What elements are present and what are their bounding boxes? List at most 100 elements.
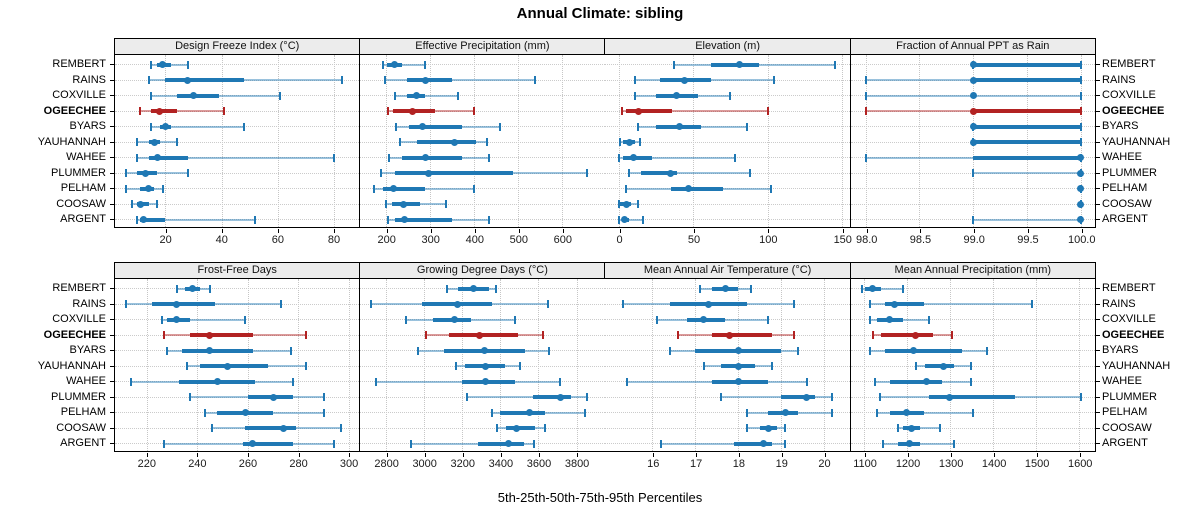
gridline <box>695 278 697 451</box>
median-dot <box>969 107 977 115</box>
whisker-cap-low <box>621 300 624 309</box>
site-label-left-argent: ARGENT <box>60 213 106 225</box>
whisker-cap-low <box>125 300 128 309</box>
median-dot <box>206 347 214 355</box>
gridline <box>841 54 843 227</box>
gridline <box>298 278 300 451</box>
whisker-cap-high <box>784 424 787 433</box>
x-tick-label: 3200 <box>450 458 476 470</box>
whisker-cap-high <box>584 408 587 417</box>
whisker-cap-low <box>634 91 637 100</box>
whisker-cap-high <box>1080 393 1083 402</box>
row-tick-right <box>1096 412 1100 413</box>
row-tick-left <box>110 141 114 143</box>
row-tick-right <box>1096 365 1100 367</box>
site-label-right-wahee: WAHEE <box>1102 375 1142 387</box>
whisker-cap-low <box>385 200 388 209</box>
whisker-cap-low <box>972 215 975 224</box>
iqr-bar <box>148 155 188 160</box>
median-dot <box>886 316 894 324</box>
x-tick <box>462 453 464 457</box>
x-tick <box>500 453 502 457</box>
median-dot <box>249 440 257 448</box>
row-guide <box>115 288 360 290</box>
whisker-cap-high <box>637 200 640 209</box>
iqr-bar <box>151 109 177 114</box>
median-dot <box>907 424 915 432</box>
whisker-cap-low <box>139 107 142 116</box>
gridline <box>693 54 695 227</box>
row-guide <box>115 172 360 174</box>
median-dot <box>912 331 920 339</box>
whisker-cap-high <box>519 362 522 371</box>
x-tick-label: 100.0 <box>1067 234 1096 246</box>
iqr-bar <box>623 155 652 160</box>
x-tick-label: 50 <box>687 234 701 246</box>
site-label-left-wahee: WAHEE <box>66 151 106 163</box>
median-dot <box>760 440 768 448</box>
row-tick-left <box>110 319 114 320</box>
row-tick-right <box>1096 95 1100 96</box>
whisker-cap-high <box>833 60 836 69</box>
whisker-cap-low <box>130 200 133 209</box>
whisker-cap-low <box>882 439 885 448</box>
site-label-left-coosaw: COOSAW <box>56 197 106 210</box>
x-tick-label: 1400 <box>981 458 1007 470</box>
median-dot <box>902 409 910 417</box>
x-tick-label: 99.5 <box>1017 234 1039 246</box>
row-tick-left <box>110 172 114 174</box>
median-dot <box>475 331 483 339</box>
whisker-cap-high <box>792 300 795 309</box>
whisker-cap-low <box>384 76 387 85</box>
iqr-bar <box>417 140 477 145</box>
gridline <box>1079 278 1081 451</box>
strip-label: Frost-Free Days <box>197 264 277 277</box>
whisker-cap-low <box>677 331 680 340</box>
x-tick-label: 1100 <box>853 458 877 470</box>
site-label-right-coxville: COXVILLE <box>1102 89 1156 101</box>
whisker-cap-high <box>951 331 954 340</box>
whisker-cap-high <box>424 60 427 69</box>
whisker-cap-high <box>969 377 972 386</box>
iqr-bar <box>406 78 453 83</box>
site-label-right-plummer: PLUMMER <box>1102 390 1158 403</box>
median-dot <box>450 138 458 146</box>
row-tick-right <box>1096 350 1100 351</box>
whisker-line <box>618 156 735 159</box>
x-tick <box>824 453 826 457</box>
median-dot <box>969 123 977 131</box>
iqr-bar <box>973 78 1081 83</box>
gridline <box>576 278 578 451</box>
median-dot <box>1077 216 1085 224</box>
x-tick-label: 20 <box>159 234 172 246</box>
median-dot <box>969 61 977 69</box>
x-tick <box>738 453 740 457</box>
site-label-right-pelham: PELHAM <box>1102 406 1148 418</box>
x-tick <box>974 229 976 233</box>
x-tick <box>920 229 922 233</box>
whisker-cap-high <box>1079 91 1082 100</box>
whisker-cap-low <box>702 362 705 371</box>
x-tick <box>1037 453 1039 457</box>
median-dot <box>454 300 462 308</box>
row-guide <box>360 110 605 112</box>
iqr-bar <box>199 364 268 369</box>
whisker-cap-high <box>544 424 547 433</box>
panel-mean-annual-air-temperature-c: Mean Annual Air Temperature (°C) <box>604 262 851 452</box>
whisker-line <box>870 303 1032 306</box>
x-tick-label: 280 <box>289 458 308 470</box>
row-tick-left <box>110 64 114 65</box>
site-label-left-ogeechee: OGEECHEE <box>43 104 106 117</box>
x-tick <box>865 453 867 457</box>
whisker-cap-low <box>454 362 457 371</box>
whisker-line <box>161 318 246 321</box>
whisker-cap-high <box>972 408 975 417</box>
whisker-cap-high <box>928 315 931 324</box>
site-label-left-argent: ARGENT <box>60 437 106 449</box>
row-tick-right <box>1096 381 1100 382</box>
site-label-right-wahee: WAHEE <box>1102 151 1142 163</box>
whisker-cap-high <box>767 315 770 324</box>
row-guide <box>115 219 360 221</box>
whisker-cap-low <box>745 408 748 417</box>
median-dot <box>630 154 638 162</box>
